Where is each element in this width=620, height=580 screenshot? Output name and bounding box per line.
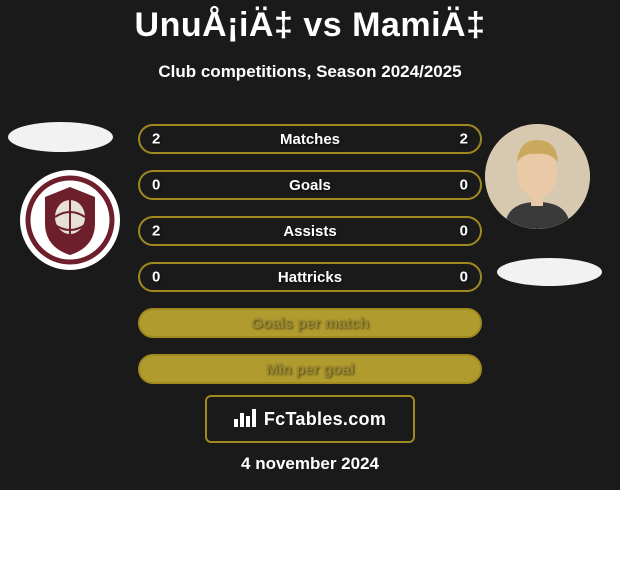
comparison-card: UnuÅ¡iÄ‡ vs MamiÄ‡ Club competitions, Se…: [0, 0, 620, 490]
shield-icon: [25, 175, 115, 265]
stat-value-left: 0: [152, 177, 160, 194]
right-club-ellipse: [497, 258, 602, 286]
stat-label: Min per goal: [266, 361, 354, 378]
stat-value-left: 2: [152, 223, 160, 240]
stat-value-right: 0: [460, 223, 468, 240]
chart-icon: [234, 407, 258, 432]
stat-value-right: 2: [460, 131, 468, 148]
avatar-icon: [485, 124, 590, 229]
branding-text: FcTables.com: [264, 409, 386, 430]
stat-row: Matches 2 2: [138, 124, 482, 154]
branding-box[interactable]: FcTables.com: [205, 395, 415, 443]
left-club-crest: [20, 170, 120, 270]
stat-value-left: 0: [152, 269, 160, 286]
page-title: UnuÅ¡iÄ‡ vs MamiÄ‡: [0, 6, 620, 45]
stat-row: Assists 2 0: [138, 216, 482, 246]
stat-row: Goals per match: [138, 308, 482, 338]
stat-row: Min per goal: [138, 354, 482, 384]
stat-rows: Matches22Goals00Assists20Hattricks00Goal…: [138, 124, 482, 400]
stat-row: Hattricks 0 0: [138, 262, 482, 292]
left-player-ellipse: [8, 122, 113, 152]
stat-value-right: 0: [460, 269, 468, 286]
stat-label: Matches: [280, 131, 340, 148]
stat-label: Goals per match: [251, 315, 369, 332]
stat-label: Hattricks: [278, 269, 342, 286]
stat-label: Goals: [289, 177, 331, 194]
right-player-avatar: [485, 124, 590, 229]
page-subtitle: Club competitions, Season 2024/2025: [0, 62, 620, 82]
stat-label: Assists: [283, 223, 336, 240]
stat-value-left: 2: [152, 131, 160, 148]
stat-row: Goals 0 0: [138, 170, 482, 200]
footer-date: 4 november 2024: [0, 454, 620, 474]
stat-value-right: 0: [460, 177, 468, 194]
